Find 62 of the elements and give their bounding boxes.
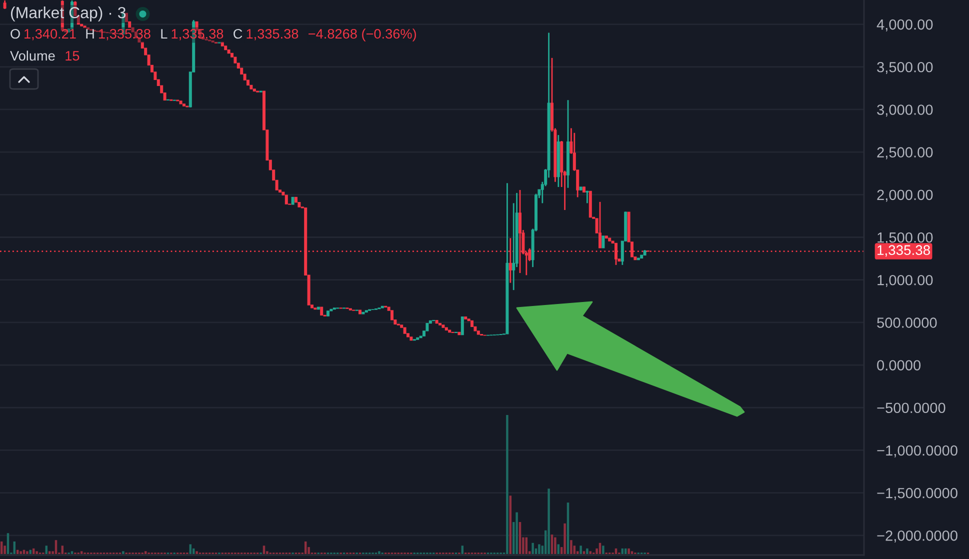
bar (506, 415, 508, 554)
y-tick-label: 4,000.00 (876, 19, 933, 32)
annotation: L (161, 29, 168, 39)
bar (532, 542, 534, 554)
y-tick-label: 1,000.00 (878, 274, 933, 287)
bar (20, 551, 22, 554)
annotation: 15 (66, 51, 80, 61)
bar (4, 546, 6, 554)
y-tick-label: 1,500.00 (878, 232, 933, 244)
candlestick (518, 189, 522, 274)
bar (586, 548, 588, 554)
bar (461, 546, 464, 554)
bar (550, 534, 554, 554)
bar (48, 551, 51, 554)
bar (26, 551, 28, 554)
candlestick (460, 316, 464, 336)
bar (262, 546, 266, 554)
bar (518, 522, 522, 554)
bar (582, 551, 586, 554)
bar (144, 551, 147, 554)
bar (564, 523, 566, 554)
y-tick-label: −500.0000 (877, 402, 946, 414)
annotation: O (10, 29, 20, 39)
y-tick-label: 0.0000 (877, 360, 921, 370)
bar (122, 551, 124, 554)
bar (80, 551, 83, 554)
y-tick-label: 500.0000 (877, 318, 937, 328)
bar (196, 551, 198, 554)
y-tick-label: −1,000.0000 (877, 445, 958, 458)
bar (61, 546, 64, 554)
y-tick-label: 3,500.00 (877, 62, 933, 74)
bar (630, 551, 634, 554)
y-tick-label: 2,000.00 (877, 190, 933, 202)
annotation: H (86, 29, 94, 39)
bar (570, 540, 572, 554)
bar (538, 544, 540, 554)
candlestick (598, 201, 602, 249)
annotation: C (234, 29, 242, 39)
bar (580, 546, 582, 554)
annotation: Volume (10, 50, 55, 61)
bar (602, 546, 604, 554)
bar (516, 512, 518, 554)
bar (548, 488, 550, 554)
y-tick-label: −1,500.0000 (877, 488, 958, 500)
bar (378, 551, 380, 554)
bar (45, 546, 48, 554)
ref-line-label: 1,335.38 (878, 245, 930, 257)
y-tick-label: 3,000.00 (877, 104, 933, 117)
bar (6, 533, 10, 554)
y-tick-label: −2,000.0000 (877, 530, 958, 543)
bar (36, 551, 38, 554)
candlestick (586, 190, 589, 204)
bar (554, 537, 556, 554)
y-tick-label: 2,500.00 (877, 147, 933, 160)
annotation: −4.8268 (−0.36%) (308, 28, 416, 42)
bar (54, 540, 58, 554)
bar (628, 548, 630, 554)
bar (589, 551, 592, 554)
annotation: 1,340.21 (24, 29, 76, 40)
annotation: 1,335.38 (246, 29, 298, 40)
candlestick (602, 236, 605, 248)
bar (70, 551, 74, 554)
